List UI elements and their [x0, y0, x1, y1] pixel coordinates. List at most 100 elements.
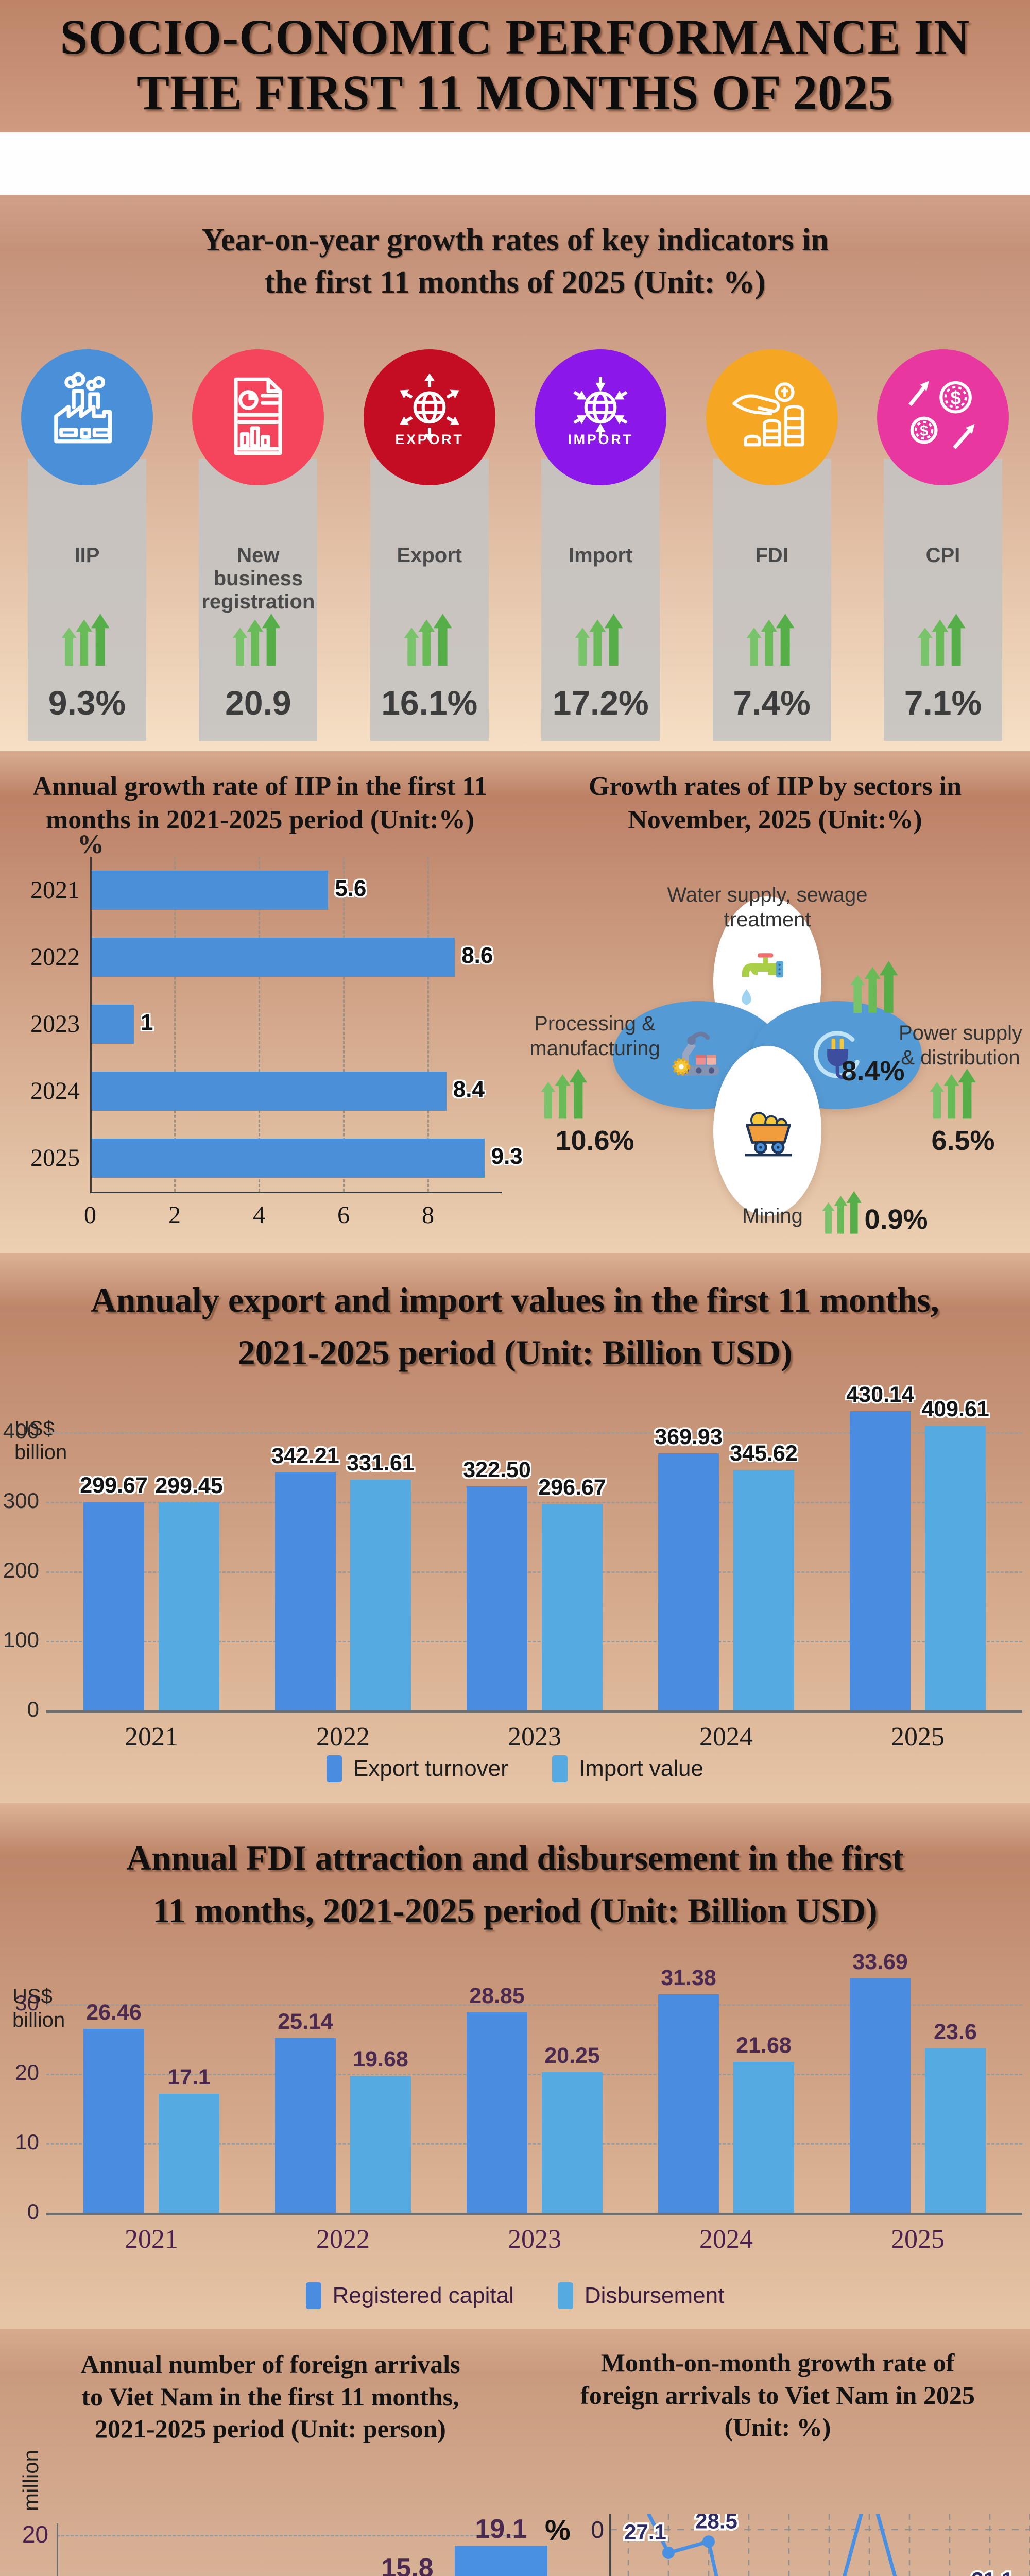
fdi-title: Annual FDI attraction and disbursement i…	[126, 1838, 904, 1930]
iip-bar	[92, 1005, 134, 1044]
y-category-label: 2023	[30, 1010, 80, 1038]
gridline	[259, 857, 260, 1192]
svg-text:$: $	[920, 422, 928, 439]
iip-annual-chart-panel: Annual growth rate of IIP in the first 1…	[0, 751, 523, 1253]
gridline	[46, 2143, 1022, 2145]
x-category-label: 2023	[508, 1722, 561, 1752]
fdi-y-axis-label: US$ billion	[12, 1985, 65, 2031]
bar-value: 345.62	[730, 1441, 798, 1466]
iip-bar-value: 8.4	[453, 1077, 485, 1102]
bar-value: 21.68	[736, 2033, 792, 2058]
iip-bar-value: 1	[141, 1010, 153, 1035]
y-tick-label: 10	[15, 2130, 39, 2154]
arrivals-annual-panel: Annual number of foreign arrivals to Vie…	[15, 2329, 547, 2576]
legend-label: Export turnover	[353, 1756, 508, 1781]
gridline	[46, 1641, 1022, 1642]
growth-arrows-icon	[927, 1066, 983, 1124]
bar-value: 430.14	[846, 1382, 914, 1408]
globe-export-icon: EXPORT	[385, 372, 474, 463]
fdi-chart: 0 10 20 30 26.46 17.1 2021 25.14 19.68 2022 28.85 2…	[15, 1950, 1022, 2254]
power-icon	[803, 1020, 871, 1091]
x-tick-label: 2	[168, 1201, 181, 1229]
legend-swatch	[327, 1755, 342, 1782]
iip-annual-chart: 0 2 4 6 8 5.6 2021 8.6 2022 1 2023 8.4 2024 9.3 2025	[30, 857, 523, 1229]
fdi-legend: Registered capital Disbursement	[0, 2282, 1030, 2309]
manufacturing-icon	[664, 1020, 732, 1091]
mining-sector-label: Mining	[742, 1205, 803, 1227]
subtitle: Year-on-year growth rates of key indicat…	[201, 223, 829, 300]
monthly-y-axis-unit: %	[545, 2514, 571, 2546]
y-category-label: 2021	[30, 876, 80, 904]
y-tick-label: 400	[3, 1419, 39, 1443]
x-category-label: 2024	[699, 2225, 753, 2254]
bar-import-value	[733, 1470, 794, 1710]
indicator-pillar	[541, 459, 660, 741]
x-category-label: 2025	[891, 1722, 945, 1752]
indicator-value: 7.4%	[733, 684, 811, 722]
line-chart-svg: 010203036.927.128.56.310.517.135.717.619…	[578, 2439, 1030, 2576]
power-sector-value: 6.5%	[931, 1125, 995, 1156]
factory-icon	[43, 372, 131, 463]
bar-value: 409.61	[921, 1397, 989, 1422]
document-chart-icon	[214, 372, 302, 463]
processing-sector-label: Processing & manufacturing	[529, 1012, 660, 1060]
divider-band	[0, 132, 1030, 195]
gridline	[427, 857, 429, 1192]
legend-item: Registered capital	[305, 2282, 514, 2309]
y-tick-label: 200	[3, 1558, 39, 1582]
svg-text:30: 30	[590, 2516, 604, 2543]
x-tick-label: 6	[337, 1201, 350, 1229]
trade-section: Annualy export and import values in the …	[0, 1253, 1030, 1803]
x-axis-line	[90, 1192, 502, 1193]
key-indicators-section: Year-on-year growth rates of key indicat…	[0, 195, 1030, 751]
iip-bar	[92, 1072, 447, 1111]
svg-text:$: $	[950, 387, 961, 408]
iip-axis-unit-label: %	[77, 830, 104, 859]
svg-text:28.5: 28.5	[695, 2514, 737, 2533]
y-axis-line	[90, 857, 92, 1193]
bar-export-turnover	[850, 1411, 911, 1710]
bar-value: 31.38	[661, 1965, 716, 1991]
bar-value: 20.25	[544, 2043, 600, 2068]
trade-y-axis-label: US$ billion	[14, 1417, 67, 1464]
bar-value: 369.93	[655, 1424, 723, 1449]
bar-value: 342.21	[271, 1444, 339, 1469]
bar-disbursement	[542, 2072, 603, 2213]
fdi-section: Annual FDI attraction and disbursement i…	[0, 1803, 1030, 2329]
bar-value: 23.6	[934, 2020, 977, 2045]
y-tick-label: 20	[22, 2521, 48, 2548]
new-business-circle	[192, 349, 324, 485]
arrivals-section: Annual number of foreign arrivals to Vie…	[0, 2329, 1030, 2576]
bar-value: 25.14	[278, 2009, 333, 2034]
indicator-value: 20.9	[225, 684, 291, 722]
y-tick-label: 30	[15, 1991, 39, 2015]
arrivals-monthly-chart: 010203036.927.128.56.310.517.135.717.619…	[578, 2439, 1030, 2576]
bar-registered-capital	[850, 1978, 911, 2213]
fdi-circle	[706, 349, 838, 485]
header: SOCIO-CONOMIC PERFORMANCE IN THE FIRST 1…	[0, 0, 1030, 132]
power-sector-label: Power supply & distribution	[898, 1022, 1023, 1069]
iip-section: Annual growth rate of IIP in the first 1…	[0, 751, 1030, 1253]
bar-value: 296.67	[538, 1475, 606, 1500]
x-category-label: 2022	[316, 2225, 370, 2254]
bar-value: 322.50	[463, 1457, 531, 1482]
indicator-export: EXPORT Export 16.1%	[362, 349, 497, 746]
y-category-label: 2022	[30, 943, 80, 971]
gridline	[46, 1432, 1022, 1434]
indicator-iip: IIP 9.3%	[20, 349, 154, 746]
iip-bar-value: 5.6	[335, 876, 367, 901]
indicator-label: Export	[397, 544, 462, 567]
legend-item: Export turnover	[327, 1755, 508, 1782]
iip-annual-title: Annual growth rate of IIP in the first 1…	[32, 772, 488, 835]
processing-sector-value: 10.6%	[555, 1125, 634, 1156]
indicator-pillar	[370, 459, 489, 741]
gridline	[174, 857, 176, 1192]
legend-label: Registered capital	[332, 2283, 514, 2308]
indicator-value: 17.2%	[552, 684, 649, 722]
arrivals-monthly-panel: Month-on-month growth rate of foreign ar…	[525, 2329, 1030, 2576]
iip-sectors-panel: Growth rates of IIP by sectors in Novemb…	[520, 751, 1030, 1253]
mining-sector-value: 0.9%	[864, 1204, 928, 1235]
globe-import-icon: IMPORT	[556, 372, 645, 463]
x-tick-label: 0	[84, 1201, 96, 1229]
